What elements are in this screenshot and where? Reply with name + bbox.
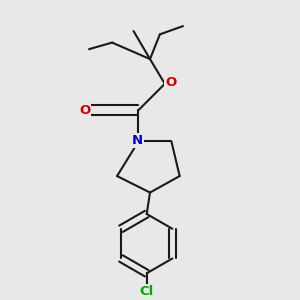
- Text: Cl: Cl: [140, 285, 154, 298]
- Text: O: O: [165, 76, 176, 88]
- Text: N: N: [132, 134, 143, 147]
- Text: O: O: [79, 103, 90, 117]
